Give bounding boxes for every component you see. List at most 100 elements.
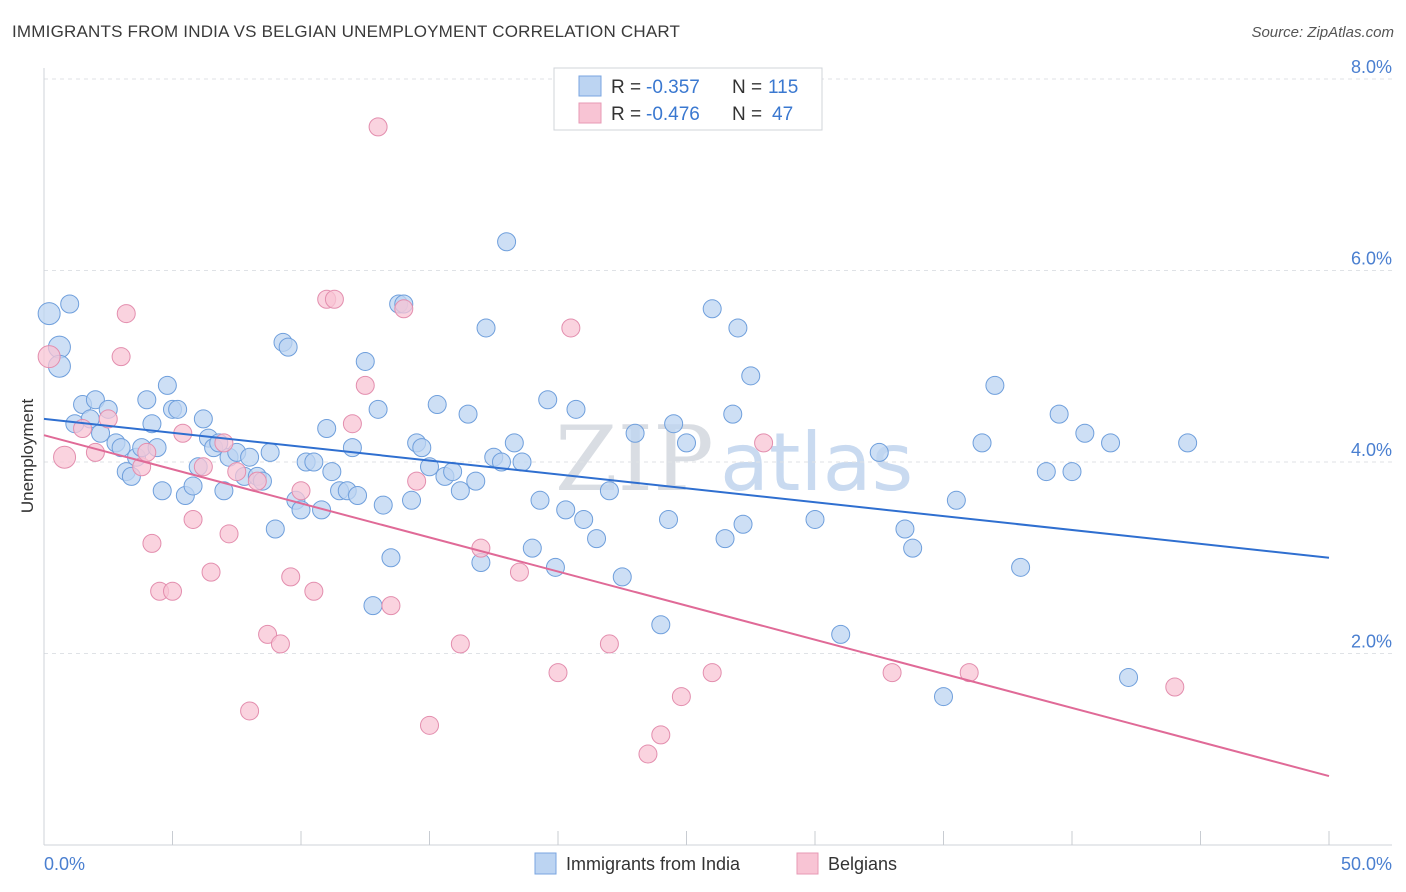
belgian-point-6	[116, 304, 136, 324]
series-legend-label-blue: Immigrants from India	[566, 854, 741, 874]
india-point-50	[342, 438, 362, 458]
india-point-90	[677, 433, 696, 453]
india-point-30	[214, 481, 234, 501]
belgian-point-15	[201, 562, 221, 582]
belgian-point-11	[163, 581, 182, 601]
india-point-104	[972, 433, 992, 453]
legend-swatch-blue	[578, 75, 602, 97]
gridlines	[44, 78, 1392, 654]
belgian-point-36	[471, 538, 491, 558]
x-ticks	[172, 831, 1330, 845]
india-point-87	[651, 615, 671, 635]
belgian-point-5	[111, 347, 131, 367]
chart-title: IMMIGRANTS FROM INDIA VS BELGIAN UNEMPLO…	[12, 22, 681, 41]
belgian-point-4	[98, 409, 118, 429]
belgian-point-27	[324, 289, 344, 309]
india-point-88	[659, 509, 679, 529]
india-point-20	[157, 375, 177, 395]
india-point-56	[381, 548, 401, 568]
belgian-point-22	[270, 634, 290, 654]
trend-lines	[43, 417, 1330, 778]
y-tick-label-6: 6.0%	[1351, 249, 1392, 269]
india-point-51	[348, 486, 368, 506]
series-legend-swatch-pink	[796, 852, 819, 875]
y-tick-label-8: 8.0%	[1351, 57, 1392, 77]
india-point-93	[723, 404, 743, 424]
belgian-point-33	[407, 471, 427, 491]
india-point-24	[183, 476, 203, 496]
india-point-84	[599, 481, 619, 501]
india-point-7	[85, 390, 105, 410]
india-point-112	[1119, 667, 1139, 687]
india-point-65	[443, 462, 463, 482]
india-point-103	[946, 490, 966, 510]
y-tick-label-4: 4.0%	[1351, 440, 1392, 460]
belgian-point-30	[368, 117, 388, 137]
india-point-94	[728, 318, 748, 338]
belgian-point-13	[183, 509, 203, 529]
belgian-point-40	[599, 634, 619, 654]
belgian-point-45	[754, 433, 774, 453]
belgian-point-18	[227, 462, 247, 482]
belgian-point-34	[420, 715, 439, 735]
belgian-point-48	[1165, 677, 1185, 697]
india-point-98	[831, 624, 851, 644]
india-point-91	[702, 299, 722, 319]
india-point-97	[805, 509, 825, 529]
india-point-45	[312, 500, 332, 520]
belgian-point-43	[671, 687, 691, 707]
india-point-81	[566, 399, 586, 419]
india-point-44	[304, 452, 324, 472]
belgian-point-42	[651, 725, 671, 745]
india-point-110	[1075, 423, 1095, 443]
belgian-point-14	[193, 457, 213, 477]
legend-n-value-2: 47	[772, 104, 793, 125]
belgian-point-28	[342, 414, 362, 434]
india-point-46	[317, 418, 337, 438]
india-point-86	[625, 423, 645, 443]
india-point-26	[193, 409, 213, 429]
india-point-99	[869, 442, 889, 462]
belgian-point-31	[381, 596, 401, 616]
india-point-107	[1036, 462, 1056, 482]
series-immigrants-from-india	[37, 232, 1198, 707]
india-point-106	[1011, 557, 1031, 577]
india-point-72	[491, 452, 511, 472]
source-label: Source: ZipAtlas.com	[1251, 24, 1394, 41]
belgian-point-25	[304, 581, 324, 601]
india-point-59	[402, 490, 422, 510]
india-point-54	[368, 399, 388, 419]
belgian-point-24	[291, 481, 311, 501]
india-point-16	[137, 390, 157, 410]
india-point-53	[363, 596, 383, 616]
india-point-22	[168, 399, 188, 419]
watermark-zip: ZIP	[555, 407, 714, 512]
y-tick-labels: 2.0% 4.0% 6.0% 8.0%	[1351, 57, 1392, 652]
belgian-point-16	[214, 433, 234, 453]
stats-legend: R = -0.357 N = 115 R = -0.476 N = 47	[553, 67, 823, 131]
india-point-40	[278, 337, 298, 357]
india-point-79	[545, 557, 565, 577]
belgian-point-35	[450, 634, 470, 654]
legend-r-value-2: -0.476	[646, 104, 700, 125]
x-tick-label-max: 50.0%	[1341, 854, 1392, 874]
india-point-83	[587, 529, 607, 549]
belgian-point-29	[355, 375, 375, 395]
india-point-67	[458, 404, 478, 424]
india-point-101	[903, 538, 923, 558]
belgian-point-38	[548, 663, 568, 683]
belgian-point-17	[219, 524, 239, 544]
x-tick-label-min: 0.0%	[44, 854, 85, 874]
india-point-76	[522, 538, 542, 558]
india-point-108	[1049, 404, 1069, 424]
legend-swatch-pink	[578, 102, 602, 124]
axes	[43, 68, 1392, 846]
india-point-77	[530, 490, 550, 510]
legend-r-label-1: R =	[611, 77, 641, 98]
series-legend: Immigrants from India Belgians	[534, 852, 897, 875]
india-point-61	[412, 438, 432, 458]
india-point-3	[60, 294, 80, 314]
india-point-55	[373, 495, 393, 515]
india-point-62	[420, 457, 439, 477]
